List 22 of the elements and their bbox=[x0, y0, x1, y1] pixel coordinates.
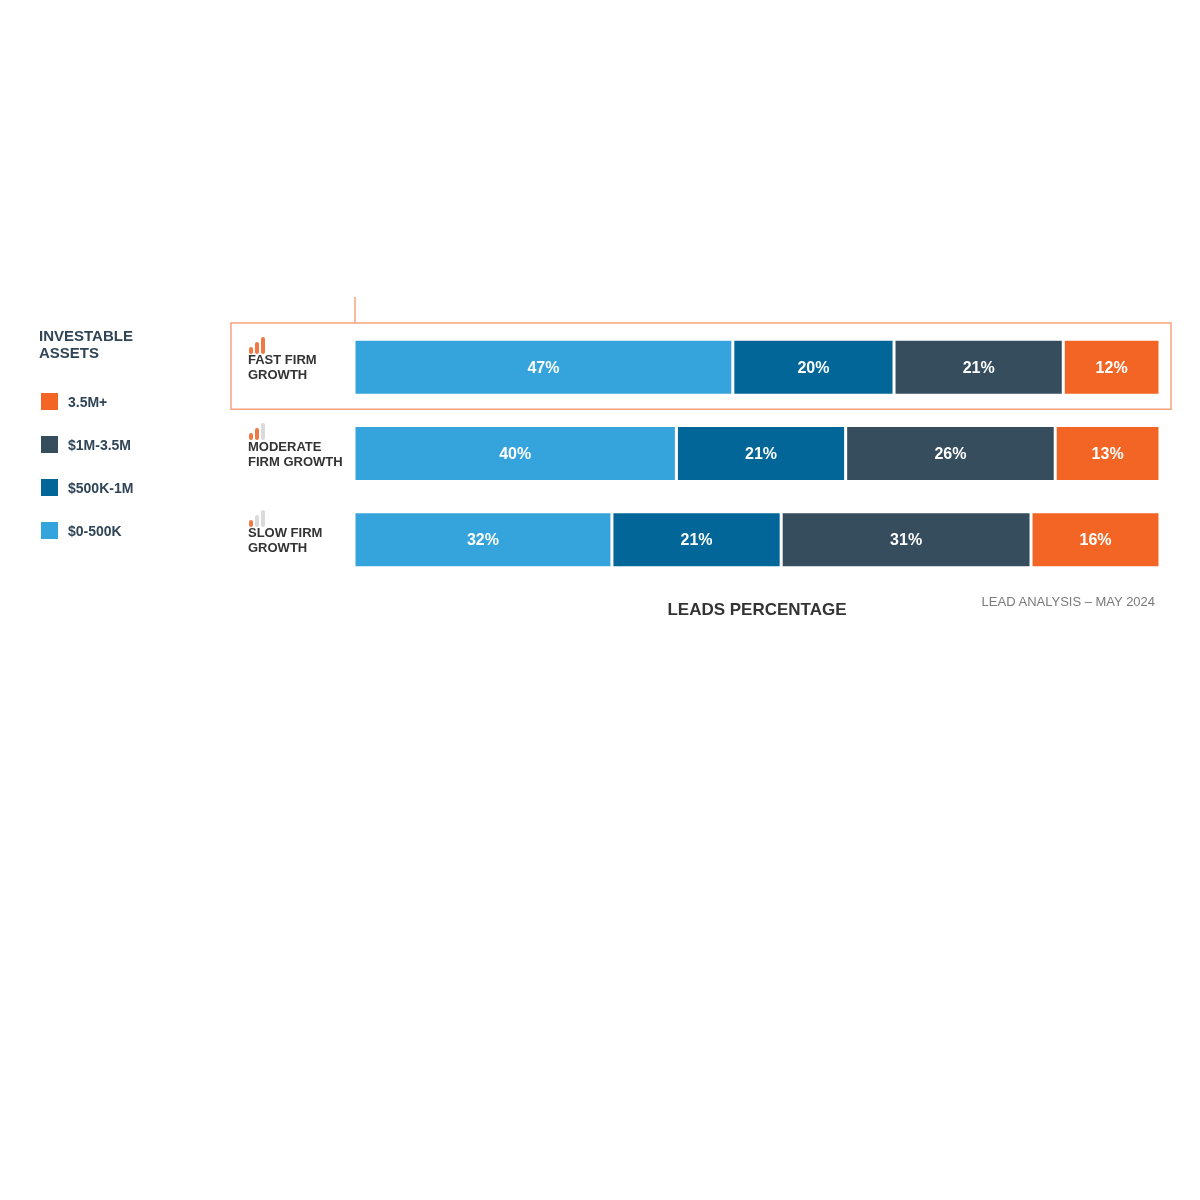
legend-title: INVESTABLE ASSETS bbox=[39, 327, 138, 361]
data-label: 26% bbox=[934, 445, 967, 462]
legend-label: $1M-3.5M bbox=[68, 436, 132, 453]
data-label: 21% bbox=[745, 445, 778, 462]
data-label: 16% bbox=[1079, 531, 1112, 549]
data-label: 21% bbox=[962, 358, 995, 376]
y-tick-label: MODERATE FIRM GROWTH bbox=[248, 438, 343, 469]
data-label: 13% bbox=[1091, 445, 1124, 462]
text: LEAD ANALYSIS – MAY 2024 bbox=[981, 594, 1156, 609]
legend-label: $500K-1M bbox=[68, 479, 134, 496]
data-label: 21% bbox=[680, 531, 713, 549]
data-label: 47% bbox=[527, 358, 560, 376]
legend-label: $0-500K bbox=[68, 522, 122, 539]
data-label: 12% bbox=[1095, 358, 1128, 376]
y-tick-label: SLOW FIRM GROWTH bbox=[248, 524, 326, 555]
data-label: 31% bbox=[890, 531, 923, 549]
data-label: 40% bbox=[499, 445, 532, 462]
legend-label: 3.5M+ bbox=[68, 393, 108, 410]
x-axis-title: LEADS PERCENTAGE bbox=[667, 600, 847, 619]
data-label: 20% bbox=[797, 358, 830, 376]
data-label: 32% bbox=[466, 531, 499, 549]
y-tick-label: FAST FIRM GROWTH bbox=[248, 352, 321, 383]
